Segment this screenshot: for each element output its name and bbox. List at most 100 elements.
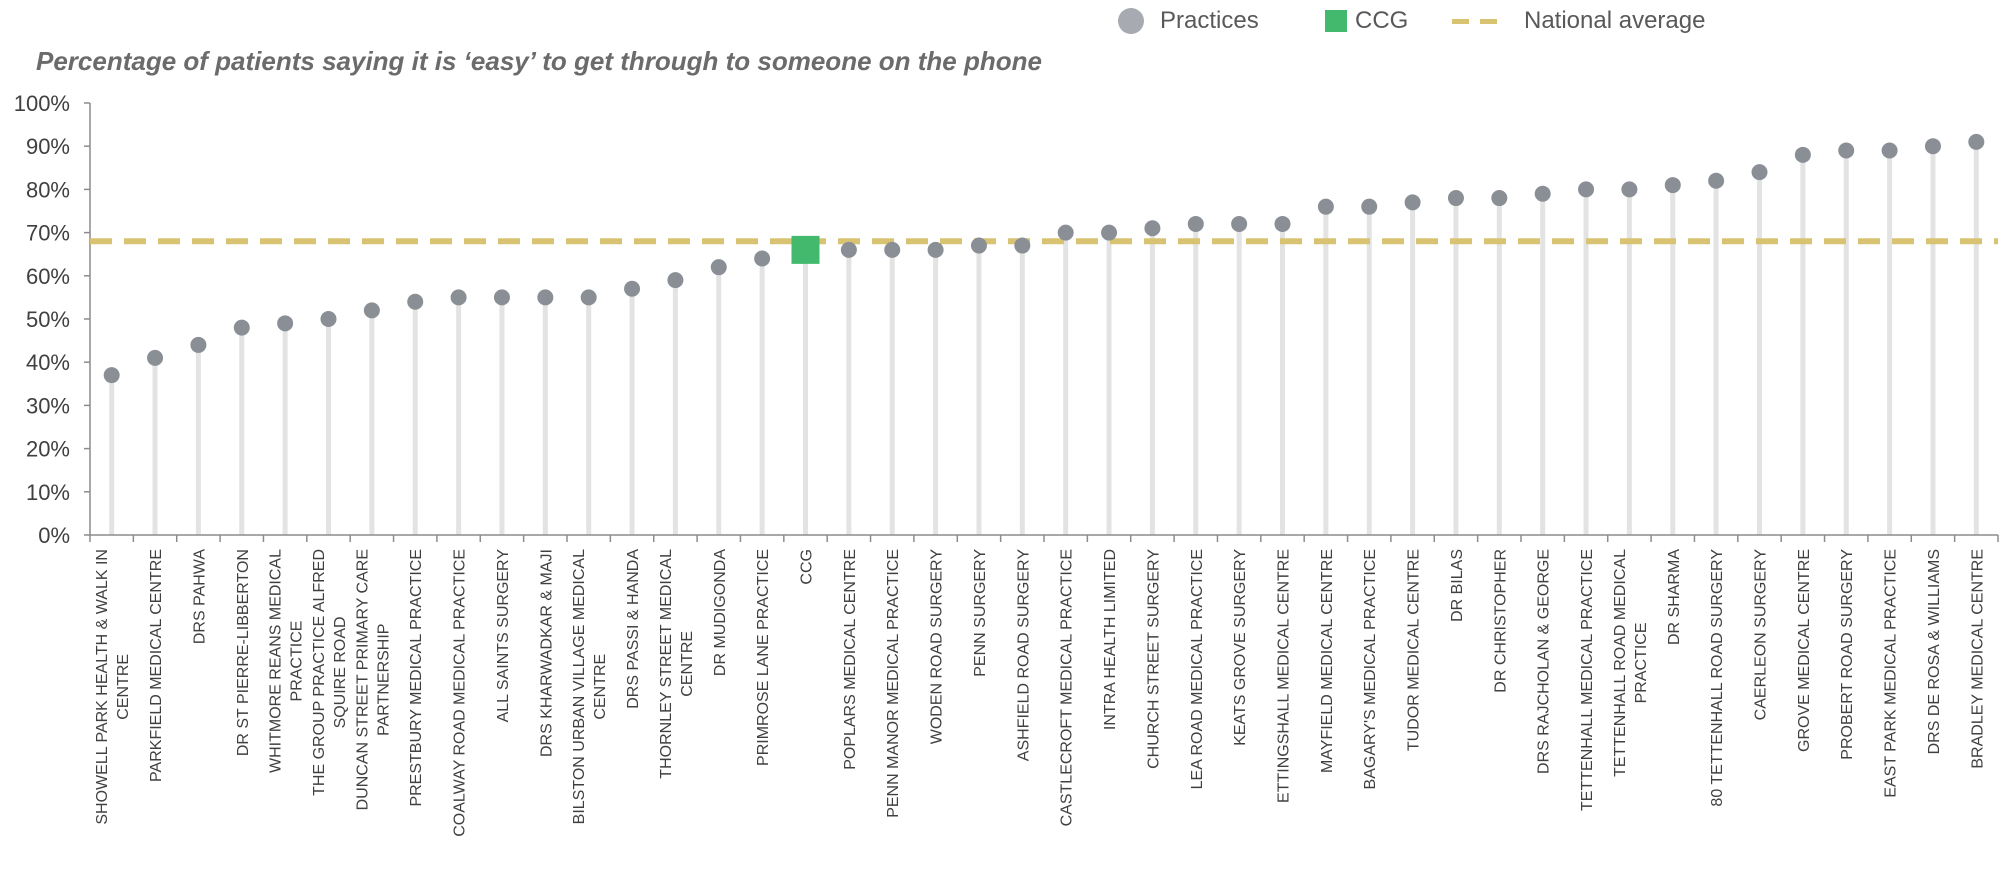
practice-point xyxy=(667,272,684,289)
practice-point xyxy=(1751,164,1768,181)
practice-point xyxy=(1447,190,1464,207)
x-tick-label: PROBERT ROAD SURGERY xyxy=(1839,549,1856,760)
practice-point xyxy=(493,289,510,306)
x-tick-label: TETTENHALL ROAD MEDICAL PRACTICE xyxy=(1612,549,1650,777)
x-tick-label-line: BRADLEY MEDICAL CENTRE xyxy=(1969,549,1986,769)
y-tick-label: 30% xyxy=(26,393,70,418)
x-tick-label-line: DRS PAHWA xyxy=(191,549,208,644)
x-tick-label: SHOWELL PARK HEALTH & WALK IN CENTRE xyxy=(94,549,132,825)
practice-point xyxy=(624,280,641,297)
x-tick-label: DR ST PIERRE-LIBBERTON xyxy=(235,549,252,756)
practice-point xyxy=(320,311,337,327)
x-tick-label-line: BAGARY'S MEDICAL PRACTICE xyxy=(1362,549,1379,789)
practice-point xyxy=(1578,181,1595,198)
x-tick-label-line: DR MUDIGONDA xyxy=(712,549,729,676)
legend-item-ccg: CCG xyxy=(1325,6,1408,36)
x-tick-label: POPLARS MEDICAL CENTRE xyxy=(842,549,859,770)
x-tick-label: DRS RAJCHOLAN & GEORGE xyxy=(1536,549,1553,774)
dashed-line-icon xyxy=(1452,18,1500,24)
practice-point xyxy=(147,349,164,366)
ccg-point xyxy=(791,235,820,264)
x-tick-label-line: EAST PARK MEDICAL PRACTICE xyxy=(1883,549,1900,798)
x-tick-label: INTRA HEALTH LIMITED xyxy=(1102,549,1119,730)
legend-label: National average xyxy=(1524,7,1706,34)
legend-label: Practices xyxy=(1160,7,1259,34)
circle-marker-icon xyxy=(1118,8,1144,34)
practice-point xyxy=(103,367,120,384)
x-tick-label-line: COALWAY ROAD MEDICAL PRACTICE xyxy=(452,549,469,837)
x-tick-label: DRS PAHWA xyxy=(191,549,208,644)
practice-point xyxy=(927,241,944,258)
x-tick-label: THORNLEY STREET MEDICAL CENTRE xyxy=(658,549,696,779)
x-tick-label-line: DR BILAS xyxy=(1449,549,1466,622)
x-tick-label: ALL SAINTS SURGERY xyxy=(495,549,512,723)
practice-point xyxy=(1274,215,1291,232)
x-tick-label-line: THORNLEY STREET MEDICAL xyxy=(658,549,675,779)
x-tick-label-line: ASHFIELD ROAD SURGERY xyxy=(1015,549,1032,762)
y-tick-label: 100% xyxy=(14,91,70,116)
y-tick-label: 70% xyxy=(26,221,70,246)
practice-point xyxy=(1534,185,1551,202)
x-tick-label-line: PRACTICE xyxy=(289,621,306,702)
practice-point xyxy=(1187,215,1204,232)
y-tick-label: 20% xyxy=(26,437,70,462)
x-tick-label: DRS DE ROSA & WILLIAMS xyxy=(1926,549,1943,754)
practice-point xyxy=(407,293,424,310)
y-tick-label: 40% xyxy=(26,350,70,375)
x-tick-label-line: 80 TETTENHALL ROAD SURGERY xyxy=(1709,549,1726,807)
practice-point xyxy=(363,302,380,319)
x-tick-label-line: TETTENHALL MEDICAL PRACTICE xyxy=(1579,549,1596,811)
x-tick-label: PENN MANOR MEDICAL PRACTICE xyxy=(885,549,902,818)
x-tick-label-line: INTRA HEALTH LIMITED xyxy=(1102,549,1119,730)
x-tick-label: 80 TETTENHALL ROAD SURGERY xyxy=(1709,549,1726,807)
x-tick-label-line: DR ST PIERRE-LIBBERTON xyxy=(235,549,252,756)
practice-point xyxy=(710,259,727,276)
x-tick-label: BAGARY'S MEDICAL PRACTICE xyxy=(1362,549,1379,789)
practice-point xyxy=(1404,194,1421,211)
x-tick-label-line: CENTRE xyxy=(679,631,696,697)
legend-item-practices: Practices xyxy=(1118,6,1259,36)
practice-point xyxy=(1014,237,1031,254)
practice-point xyxy=(1621,181,1638,198)
y-tick-label: 10% xyxy=(26,480,70,505)
x-tick-label: CCG xyxy=(799,549,816,585)
x-tick-label: CAERLEON SURGERY xyxy=(1753,549,1770,721)
x-tick-label-line: PRACTICE xyxy=(1633,622,1650,703)
practice-point xyxy=(450,289,467,306)
x-tick-label-line: WHITMORE REANS MEDICAL xyxy=(268,549,285,773)
y-tick-label: 90% xyxy=(26,134,70,159)
x-tick-label-line: DR SHARMA xyxy=(1666,549,1683,645)
practice-point xyxy=(1838,142,1855,159)
x-tick-label: MAYFIELD MEDICAL CENTRE xyxy=(1319,549,1336,773)
x-tick-label: TUDOR MEDICAL CENTRE xyxy=(1406,549,1423,751)
practice-point xyxy=(1708,172,1725,189)
x-tick-label-line: CAERLEON SURGERY xyxy=(1753,549,1770,721)
x-tick-label-line: DUNCAN STREET PRIMARY CARE xyxy=(354,549,371,810)
x-tick-label: DRS PASSI & HANDA xyxy=(625,549,642,709)
x-tick-label: EAST PARK MEDICAL PRACTICE xyxy=(1883,549,1900,798)
x-tick-label: KEATS GROVE SURGERY xyxy=(1232,549,1249,746)
y-tick-label: 80% xyxy=(26,177,70,202)
practice-point xyxy=(840,241,857,258)
x-tick-label: DRS KHARWADKAR & MAJI xyxy=(538,549,555,757)
x-tick-label: PRESTBURY MEDICAL PRACTICE xyxy=(408,549,425,807)
practice-point xyxy=(1491,190,1508,207)
x-tick-label-line: POPLARS MEDICAL CENTRE xyxy=(842,549,859,770)
practice-point xyxy=(277,315,294,332)
x-tick-label: COALWAY ROAD MEDICAL PRACTICE xyxy=(452,549,469,837)
x-tick-label-line: PROBERT ROAD SURGERY xyxy=(1839,549,1856,760)
x-tick-label-line: WODEN ROAD SURGERY xyxy=(929,549,946,745)
x-tick-label: DR CHRISTOPHER xyxy=(1492,549,1509,693)
x-tick-label-line: LEA ROAD MEDICAL PRACTICE xyxy=(1189,549,1206,789)
practice-point xyxy=(1144,220,1161,237)
practice-point xyxy=(233,319,250,336)
x-tick-label-line: SHOWELL PARK HEALTH & WALK IN xyxy=(94,549,111,825)
x-tick-label-line: PARKFIELD MEDICAL CENTRE xyxy=(148,549,165,782)
practice-point xyxy=(537,289,554,306)
x-tick-label-line: DRS DE ROSA & WILLIAMS xyxy=(1926,549,1943,754)
x-tick-label-line: PRIMROSE LANE PRACTICE xyxy=(755,549,772,766)
practice-point xyxy=(1101,224,1118,241)
practice-point xyxy=(1361,198,1378,215)
practice-point xyxy=(754,250,771,267)
